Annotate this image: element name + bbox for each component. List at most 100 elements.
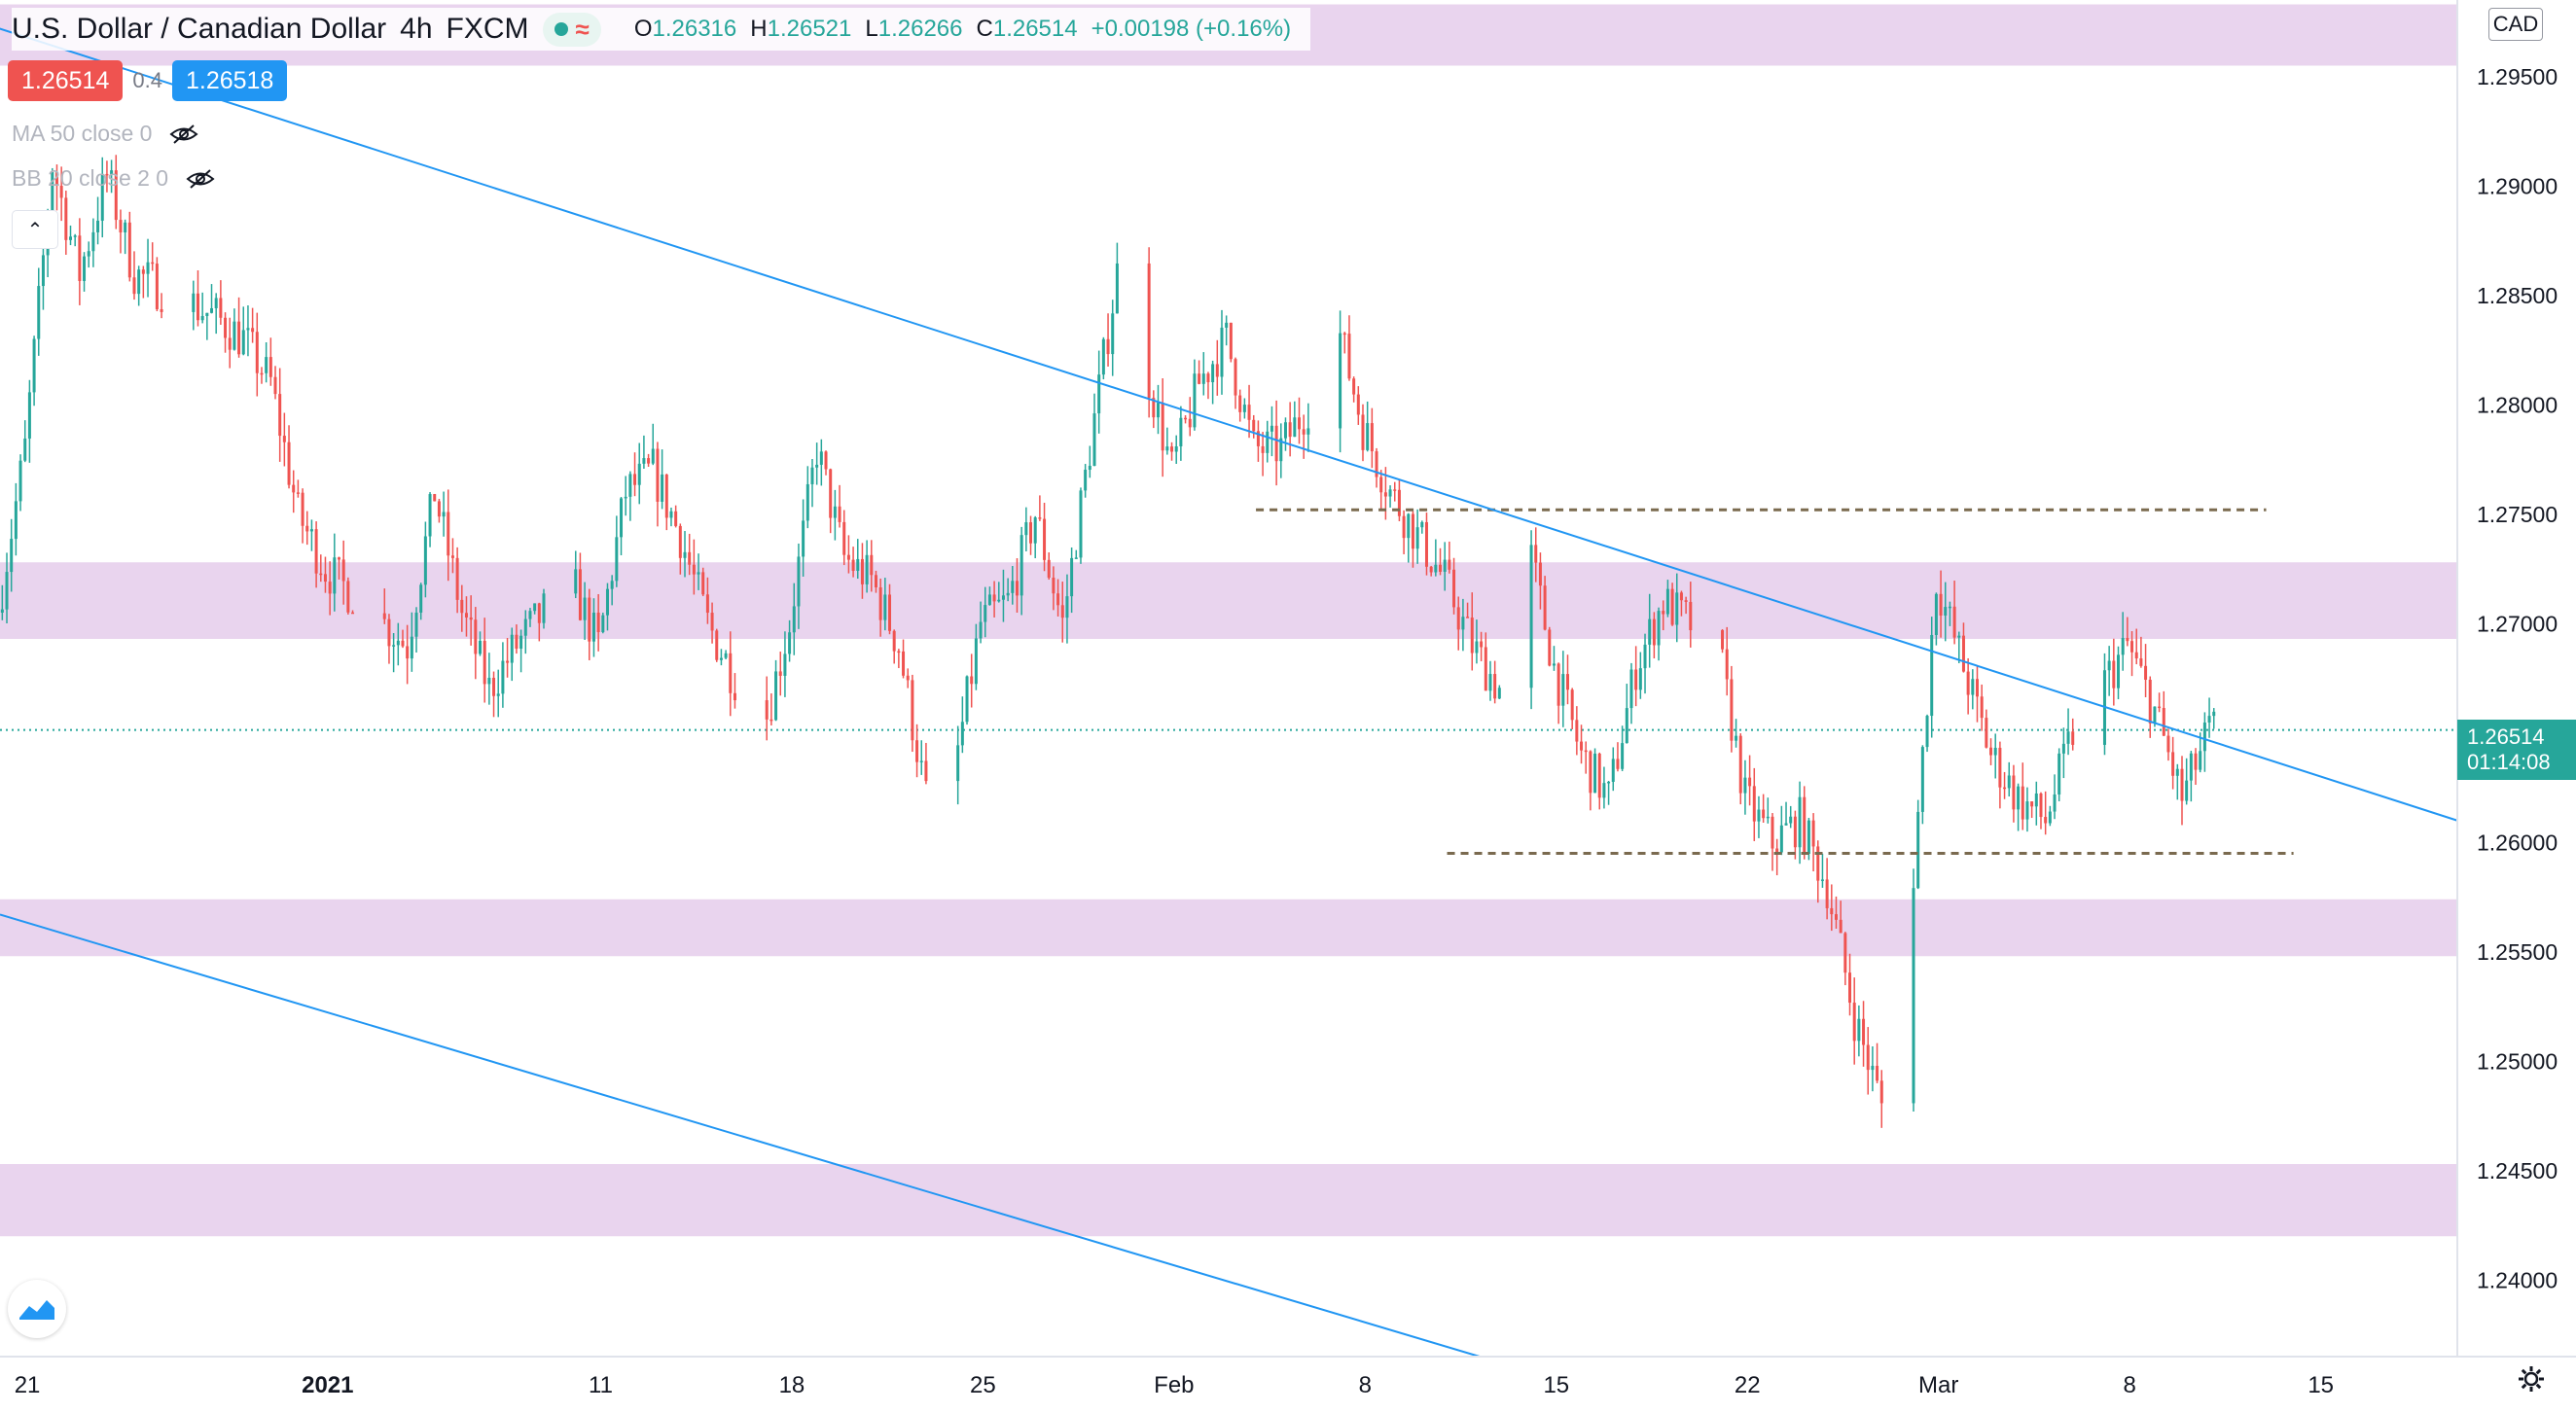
candle-body xyxy=(1575,720,1579,742)
candle-body xyxy=(2162,708,2165,736)
candle-body xyxy=(447,512,450,556)
candle-body xyxy=(1060,605,1064,618)
candle-body xyxy=(1356,394,1360,415)
candle-body xyxy=(2126,638,2129,642)
candle-body xyxy=(1242,405,1246,412)
collapse-indicators-button[interactable]: ⌃ xyxy=(12,210,58,249)
candle-body xyxy=(309,529,313,532)
candle-body xyxy=(1475,641,1479,654)
candle-body xyxy=(987,594,991,606)
candle-body xyxy=(1270,425,1273,432)
candle-body xyxy=(1052,578,1055,594)
candle-body xyxy=(1793,816,1797,848)
candle-body xyxy=(1497,688,1501,699)
candle-body xyxy=(2153,706,2157,724)
candle-body xyxy=(2166,735,2170,753)
candle-body xyxy=(1488,674,1492,691)
candle-body xyxy=(1261,445,1265,453)
candle-body xyxy=(1234,359,1237,396)
indicator-bb[interactable]: BB 20 close 2 0 xyxy=(12,165,215,192)
candle-body xyxy=(1033,517,1037,544)
candle-body xyxy=(296,492,300,494)
candle-body xyxy=(656,448,660,502)
candle-body xyxy=(788,632,792,654)
candle-body xyxy=(1839,919,1843,934)
candle-body xyxy=(1752,786,1756,822)
candle-body xyxy=(2066,731,2070,744)
candle-body xyxy=(1070,557,1074,597)
y-tick-label: 1.26000 xyxy=(2477,830,2558,855)
tradingview-logo-icon[interactable] xyxy=(8,1280,66,1338)
open-label: O xyxy=(633,16,653,42)
candle-body xyxy=(1379,477,1383,493)
candle-body xyxy=(1493,674,1497,699)
candle-body xyxy=(1001,595,1005,600)
candle-body xyxy=(341,559,345,582)
x-tick-label: 15 xyxy=(1543,1372,1569,1398)
y-tick-label: 1.25000 xyxy=(2477,1048,2558,1074)
candle-body xyxy=(1548,629,1552,666)
candle-body xyxy=(2117,654,2121,689)
candle-body xyxy=(924,760,928,782)
y-tick-label: 1.28000 xyxy=(2477,392,2558,417)
symbol-title[interactable]: U.S. Dollar / Canadian Dollar xyxy=(12,13,387,45)
candle-body xyxy=(1998,747,2002,788)
buy-button[interactable]: 1.26518 xyxy=(171,60,288,101)
candle-body xyxy=(1670,588,1674,625)
candle-body xyxy=(1456,607,1460,630)
candle-body xyxy=(14,501,18,540)
eye-hidden-icon[interactable] xyxy=(169,124,199,145)
candle-body xyxy=(1743,777,1747,794)
candle-body xyxy=(802,520,805,557)
candle-body xyxy=(1879,1080,1883,1104)
candle-body xyxy=(119,220,123,233)
indicator-bb-label: BB 20 close 2 0 xyxy=(12,165,169,191)
data-delay-icon: ≈ xyxy=(575,14,590,44)
candle-body xyxy=(1452,569,1456,608)
indicator-ma[interactable]: MA 50 close 0 xyxy=(12,121,199,147)
candle-body xyxy=(1816,846,1820,881)
candle-body xyxy=(1538,562,1542,586)
last-price-value: 1.26514 xyxy=(2467,724,2545,749)
candle-body xyxy=(1084,470,1088,491)
candle-body xyxy=(1789,816,1793,824)
candle-body xyxy=(1411,513,1414,549)
candle-body xyxy=(637,463,641,485)
candle-body xyxy=(450,555,454,558)
market-status[interactable]: ≈ xyxy=(542,12,601,47)
candle-body xyxy=(1948,606,1951,609)
candle-body xyxy=(200,315,204,321)
candle-body xyxy=(1147,263,1151,399)
candle-body xyxy=(1866,1044,1870,1071)
candle-body xyxy=(132,277,136,295)
candle-body xyxy=(833,506,837,518)
candle-body xyxy=(792,606,796,633)
candle-body xyxy=(710,613,714,631)
candle-body xyxy=(1480,641,1484,648)
candle-body xyxy=(906,675,910,681)
candle-body xyxy=(701,572,705,595)
candle-body xyxy=(1238,395,1242,412)
candle-body xyxy=(305,525,309,532)
open-value: 1.26316 xyxy=(652,16,737,42)
eye-hidden-icon[interactable] xyxy=(186,168,215,190)
currency-label[interactable]: CAD xyxy=(2488,8,2543,41)
candle-body xyxy=(897,651,901,654)
candle-body xyxy=(323,574,327,583)
settings-gear-icon[interactable] xyxy=(2514,1361,2549,1396)
candle-body xyxy=(64,197,68,240)
candle-body xyxy=(1684,600,1688,602)
sell-button[interactable]: 1.26514 xyxy=(8,60,124,101)
candle-body xyxy=(1448,559,1451,570)
candle-body xyxy=(287,442,291,485)
candle-body xyxy=(1597,753,1601,798)
candle-body xyxy=(1552,663,1556,666)
candle-body xyxy=(1920,747,1924,812)
high-value: 1.26521 xyxy=(767,16,852,42)
interval-label[interactable]: 4h xyxy=(400,13,433,45)
candle-body xyxy=(437,501,441,517)
last-price-label: 1.26514 01:14:08 xyxy=(2457,720,2576,780)
trade-panel: 1.26514 0.4 1.26518 xyxy=(8,60,288,101)
